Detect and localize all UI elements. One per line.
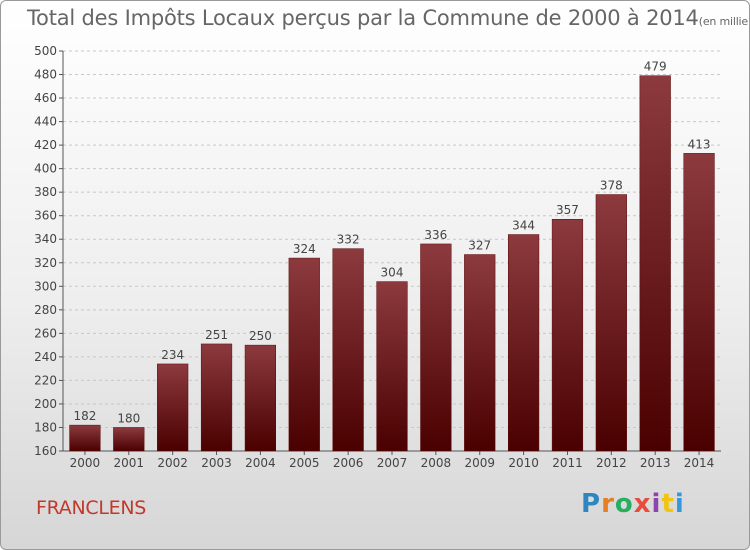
y-tick-label: 460 xyxy=(34,91,57,105)
data-label: 378 xyxy=(600,179,623,193)
y-tick-label: 240 xyxy=(34,350,57,364)
bar xyxy=(639,75,671,452)
bars xyxy=(69,75,715,452)
chart-title-text: Total des Impôts Locaux perçus par la Co… xyxy=(27,6,699,30)
y-tick-label: 300 xyxy=(34,279,57,293)
y-tick-label: 200 xyxy=(34,397,57,411)
logo-letter: t xyxy=(661,489,675,519)
proxiti-logo[interactable]: Proxiti xyxy=(581,489,685,519)
data-label: 251 xyxy=(205,328,228,342)
y-tick-label: 180 xyxy=(34,420,57,434)
logo-letter: i xyxy=(674,489,685,519)
data-label: 304 xyxy=(381,266,404,280)
x-tick-label: 2014 xyxy=(684,456,715,470)
data-label: 250 xyxy=(249,329,272,343)
data-label: 479 xyxy=(644,60,667,74)
chart-unit: (en milliers d'€) xyxy=(698,15,749,28)
bar xyxy=(200,343,233,452)
y-tick-label: 160 xyxy=(34,444,57,458)
x-tick-label: 2013 xyxy=(640,456,671,470)
data-label: 234 xyxy=(161,348,184,362)
y-tick-label: 500 xyxy=(34,44,57,58)
x-tick-label: 2002 xyxy=(157,456,188,470)
bar xyxy=(288,257,320,452)
chart-title: Total des Impôts Locaux perçus par la Co… xyxy=(27,6,749,30)
x-tick-label: 2000 xyxy=(70,456,101,470)
logo-letter: x xyxy=(633,489,652,519)
logo-letter: r xyxy=(601,489,615,519)
bar xyxy=(507,234,540,452)
bar xyxy=(551,218,584,452)
y-tick-label: 380 xyxy=(34,185,57,199)
logo-letter: o xyxy=(614,489,634,519)
x-tick-label: 2009 xyxy=(464,456,495,470)
logo-letter: i xyxy=(651,489,662,519)
bar xyxy=(113,427,145,452)
y-tick-label: 260 xyxy=(34,326,57,340)
data-label: 413 xyxy=(688,137,711,151)
data-label: 327 xyxy=(468,239,491,253)
x-tick-label: 2004 xyxy=(245,456,276,470)
data-label: 357 xyxy=(556,203,579,217)
bar xyxy=(683,153,715,452)
x-tick-label: 2003 xyxy=(201,456,232,470)
x-tick-label: 2005 xyxy=(289,456,320,470)
y-tick-label: 340 xyxy=(34,232,57,246)
x-tick-label: 2011 xyxy=(552,456,583,470)
bar xyxy=(69,424,101,452)
y-tick-label: 400 xyxy=(34,162,57,176)
x-tick-label: 2001 xyxy=(114,456,145,470)
x-tick-label: 2012 xyxy=(596,456,627,470)
y-tick-label: 440 xyxy=(34,115,57,129)
bar xyxy=(332,248,364,452)
y-tick-label: 220 xyxy=(34,373,57,387)
y-tick-label: 280 xyxy=(34,303,57,317)
bar xyxy=(376,281,408,452)
labels: 160 180 200 220 240 260 280 300 320 340 360 380 400 4… xyxy=(34,44,714,470)
x-tick-label: 2007 xyxy=(377,456,408,470)
bar xyxy=(244,344,277,452)
bar xyxy=(464,254,496,452)
commune-name: FRANCLENS xyxy=(36,497,147,519)
data-label: 180 xyxy=(117,411,140,425)
data-label: 332 xyxy=(337,233,360,247)
y-tick-label: 320 xyxy=(34,256,57,270)
data-label: 324 xyxy=(293,242,316,256)
data-label: 336 xyxy=(424,228,447,242)
x-tick-label: 2006 xyxy=(333,456,364,470)
y-tick-label: 360 xyxy=(34,209,57,223)
x-tick-label: 2008 xyxy=(421,456,452,470)
data-label: 344 xyxy=(512,219,535,233)
data-label: 182 xyxy=(73,409,96,423)
bar xyxy=(420,243,452,452)
bar xyxy=(157,363,189,452)
y-tick-label: 480 xyxy=(34,68,57,82)
logo-letter: P xyxy=(581,489,602,519)
y-tick-label: 420 xyxy=(34,138,57,152)
bar xyxy=(595,194,627,452)
x-tick-label: 2010 xyxy=(508,456,539,470)
